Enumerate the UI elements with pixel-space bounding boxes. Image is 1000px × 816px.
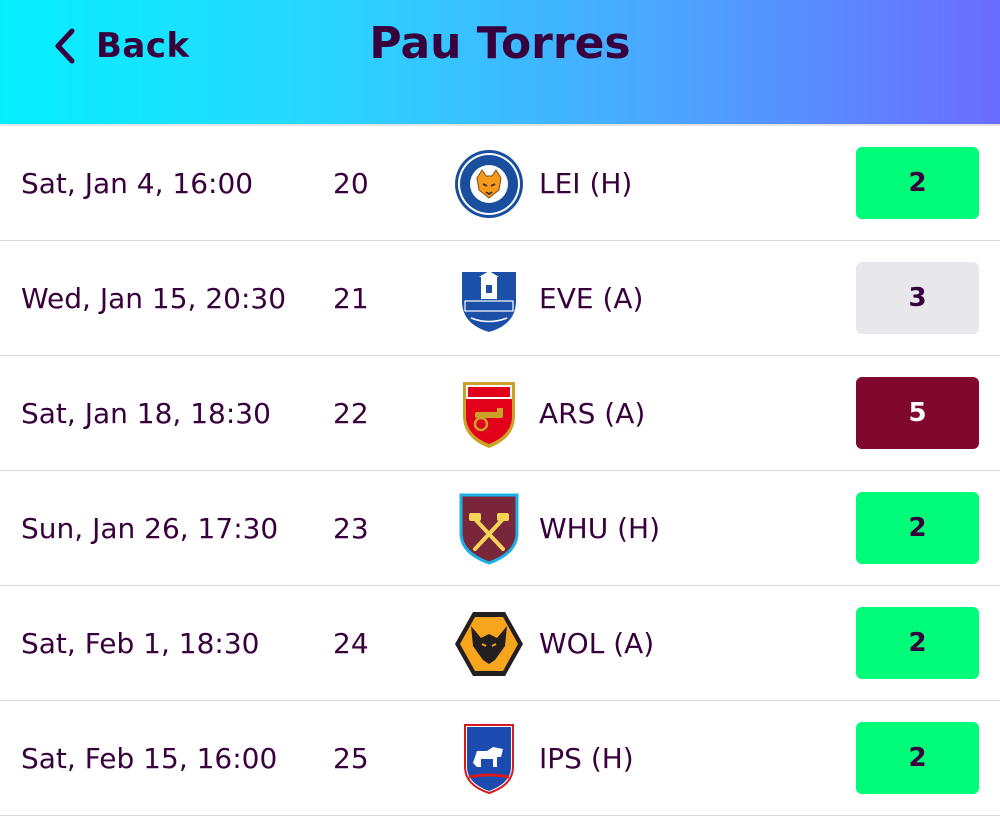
- difficulty-badge: 2: [856, 147, 979, 219]
- wolves-crest-icon: [453, 608, 525, 680]
- difficulty-badge: 2: [856, 607, 979, 679]
- page-title: Pau Torres: [369, 18, 631, 69]
- fixture-gameweek: 22: [333, 397, 369, 430]
- fixture-opponent: WOL (A): [539, 627, 655, 660]
- back-label: Back: [96, 26, 190, 66]
- fixture-row[interactable]: Sun, Jan 26, 17:30 23 WHU (H) 2: [0, 471, 1000, 586]
- fixture-opponent: LEI (H): [539, 167, 633, 200]
- leicester-city-crest-icon: [453, 148, 525, 220]
- fixture-list: Sat, Jan 4, 16:00 20 LEI (H) 2 Wed, Jan …: [0, 126, 1000, 816]
- fixture-opponent: EVE (A): [539, 282, 644, 315]
- fixture-row[interactable]: Wed, Jan 15, 20:30 21 EVE (A) 3: [0, 241, 1000, 356]
- ipswich-crest-icon: [453, 723, 525, 795]
- chevron-left-icon: [55, 28, 75, 64]
- fixture-date: Wed, Jan 15, 20:30: [21, 282, 287, 315]
- fixture-date: Sat, Jan 4, 16:00: [21, 167, 254, 200]
- fixture-row[interactable]: Sat, Jan 18, 18:30 22 ARS (A) 5: [0, 356, 1000, 471]
- difficulty-badge: 2: [856, 492, 979, 564]
- fixture-gameweek: 25: [333, 742, 369, 775]
- header-bar: Back Pau Torres: [0, 0, 1000, 126]
- fixture-gameweek: 24: [333, 627, 369, 660]
- fixture-opponent: WHU (H): [539, 512, 661, 545]
- west-ham-crest-icon: [453, 493, 525, 565]
- fixture-opponent: IPS (H): [539, 742, 634, 775]
- fixture-gameweek: 21: [333, 282, 369, 315]
- fixture-gameweek: 20: [333, 167, 369, 200]
- back-button[interactable]: Back: [50, 26, 190, 66]
- fixture-row[interactable]: Sat, Feb 15, 16:00 25 IPS (H) 2: [0, 701, 1000, 816]
- fixture-opponent: ARS (A): [539, 397, 646, 430]
- difficulty-badge: 2: [856, 722, 979, 794]
- fixture-date: Sun, Jan 26, 17:30: [21, 512, 279, 545]
- fixture-row[interactable]: Sat, Feb 1, 18:30 24 WOL (A) 2: [0, 586, 1000, 701]
- fixture-row[interactable]: Sat, Jan 4, 16:00 20 LEI (H) 2: [0, 126, 1000, 241]
- difficulty-badge: 5: [856, 377, 979, 449]
- everton-crest-icon: [453, 263, 525, 335]
- arsenal-crest-icon: [453, 378, 525, 450]
- fixture-date: Sat, Feb 1, 18:30: [21, 627, 260, 660]
- fixture-date: Sat, Feb 15, 16:00: [21, 742, 278, 775]
- fixture-gameweek: 23: [333, 512, 369, 545]
- fixture-date: Sat, Jan 18, 18:30: [21, 397, 271, 430]
- difficulty-badge: 3: [856, 262, 979, 334]
